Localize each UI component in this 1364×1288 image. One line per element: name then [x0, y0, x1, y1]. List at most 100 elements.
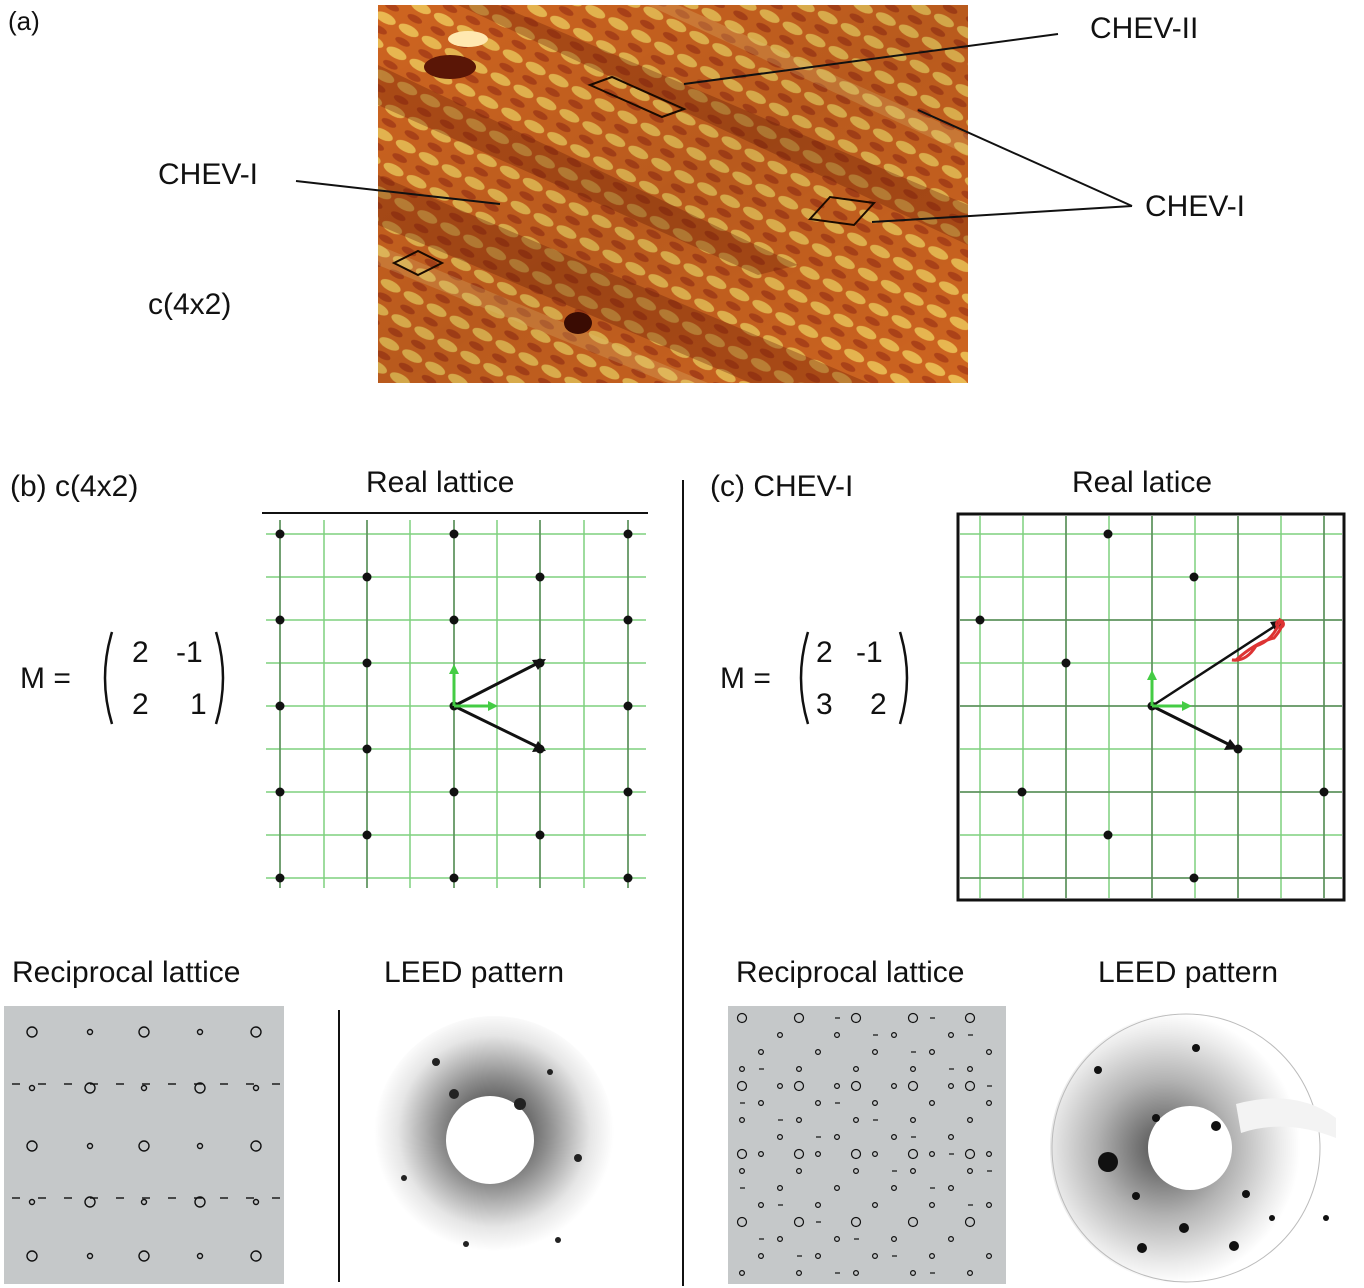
reciprocal-spot: [964, 1148, 976, 1160]
reciprocal-spot: [891, 1032, 898, 1039]
reciprocal-spot: [850, 1080, 862, 1092]
panel-c-leed-title: LEED pattern: [1098, 956, 1279, 989]
reciprocal-spot: [776, 1236, 783, 1243]
reciprocal-spot: [948, 1134, 955, 1141]
reciprocal-spot: [194, 1082, 206, 1094]
reciprocal-spot: [758, 1099, 765, 1106]
reciprocal-spot: [872, 1048, 879, 1055]
reciprocal-spot: [986, 1099, 993, 1106]
panel-b-leed-title: LEED pattern: [384, 956, 565, 989]
chev-i-unit-cell: [807, 195, 877, 227]
reciprocal-spot: [758, 1048, 765, 1055]
reciprocal-spot: [86, 1142, 94, 1150]
panel-b-leed-pattern: [374, 1016, 614, 1256]
reciprocal-spot: [758, 1202, 765, 1209]
reciprocal-spot: [814, 1151, 821, 1158]
panel-c-m22: 2: [870, 688, 887, 721]
reciprocal-spot: [964, 1216, 976, 1228]
reciprocal-spot: [907, 1012, 919, 1024]
reciprocal-spot: [833, 1134, 840, 1141]
panel-c-label: (c) CHEV-I: [710, 470, 854, 503]
lattice-point: [1319, 787, 1329, 797]
reciprocal-spot: [739, 1116, 746, 1123]
lattice-point: [1189, 572, 1199, 582]
panel-b-vectors: [449, 659, 546, 752]
reciprocal-spot: [739, 1065, 746, 1072]
lattice-point: [1061, 658, 1071, 668]
lattice-point: [275, 701, 285, 711]
lattice-point: [535, 830, 545, 840]
panel-b-m12: -1: [176, 636, 203, 669]
reciprocal-spot: [814, 1099, 821, 1106]
reciprocal-spot: [850, 1216, 862, 1228]
reciprocal-spot: [852, 1270, 859, 1277]
reciprocal-spot: [793, 1216, 805, 1228]
reciprocal-spot: [793, 1148, 805, 1160]
annotation-chev-ii: CHEV-II: [1090, 12, 1199, 45]
lattice-point: [275, 529, 285, 539]
reciprocal-spot: [140, 1198, 148, 1206]
lattice-point: [975, 615, 985, 625]
c4x2-unit-cell: [391, 249, 445, 277]
panel-c-m21: 3: [816, 688, 833, 721]
reciprocal-spot: [140, 1084, 148, 1092]
reciprocal-spot: [138, 1026, 150, 1038]
annotation-chev-i-left: CHEV-I: [158, 158, 259, 191]
reciprocal-spot: [967, 1270, 974, 1277]
reciprocal-spot: [138, 1140, 150, 1152]
reciprocal-spot: [891, 1236, 898, 1243]
reciprocal-spot: [776, 1134, 783, 1141]
reciprocal-spot: [736, 1080, 748, 1092]
panel-c-reciprocal-lattice: [728, 1006, 1006, 1284]
reciprocal-spot: [910, 1270, 917, 1277]
reciprocal-spot: [872, 1151, 879, 1158]
reciprocal-spot: [929, 1253, 936, 1260]
lattice-point: [362, 658, 372, 668]
reciprocal-spot: [891, 1134, 898, 1141]
reciprocal-spot: [891, 1185, 898, 1192]
panel-c-m11: 2: [816, 636, 833, 669]
reciprocal-spot: [872, 1099, 879, 1106]
reciprocal-spot: [28, 1198, 36, 1206]
reciprocal-spot: [964, 1080, 976, 1092]
reciprocal-spot: [26, 1140, 38, 1152]
reciprocal-spot: [795, 1065, 802, 1072]
lattice-point: [1103, 529, 1113, 539]
reciprocal-spot: [948, 1032, 955, 1039]
reciprocal-spot: [964, 1012, 976, 1024]
reciprocal-spot: [929, 1202, 936, 1209]
reciprocal-spot: [250, 1140, 262, 1152]
lattice-point: [449, 615, 459, 625]
lattice-point: [449, 787, 459, 797]
reciprocal-spot: [194, 1196, 206, 1208]
reciprocal-spot: [739, 1270, 746, 1277]
reciprocal-spot: [250, 1026, 262, 1038]
lattice-point: [362, 572, 372, 582]
panel-b-real-lattice: [262, 512, 648, 888]
reciprocal-spot: [758, 1151, 765, 1158]
reciprocal-spot: [986, 1202, 993, 1209]
panel-c-vectors: [1147, 617, 1285, 750]
panel-b-m11: 2: [132, 636, 149, 669]
reciprocal-spot: [814, 1202, 821, 1209]
reciprocal-spot: [739, 1168, 746, 1175]
lattice-point: [623, 873, 633, 883]
reciprocal-spot: [852, 1116, 859, 1123]
reciprocal-spot: [196, 1252, 204, 1260]
panel-b-real-lattice-title: Real lattice: [366, 466, 515, 499]
panel-c-matrix: M = 2 -1 3 2: [720, 628, 920, 728]
panel-c-matrix-prefix: M =: [720, 662, 771, 695]
lattice-point: [535, 572, 545, 582]
reciprocal-spot: [776, 1185, 783, 1192]
lattice-point: [449, 529, 459, 539]
reciprocal-spot: [252, 1198, 260, 1206]
annotation-chev-i-right: CHEV-I: [1145, 190, 1246, 223]
panel-a-leader-lines: [295, 33, 1133, 223]
panel-divider: [682, 480, 684, 1286]
reciprocal-spot: [833, 1236, 840, 1243]
reciprocal-spot: [26, 1026, 38, 1038]
reciprocal-spot: [929, 1151, 936, 1158]
lattice-point: [623, 787, 633, 797]
lattice-point: [1103, 830, 1113, 840]
reciprocal-spot: [850, 1012, 862, 1024]
